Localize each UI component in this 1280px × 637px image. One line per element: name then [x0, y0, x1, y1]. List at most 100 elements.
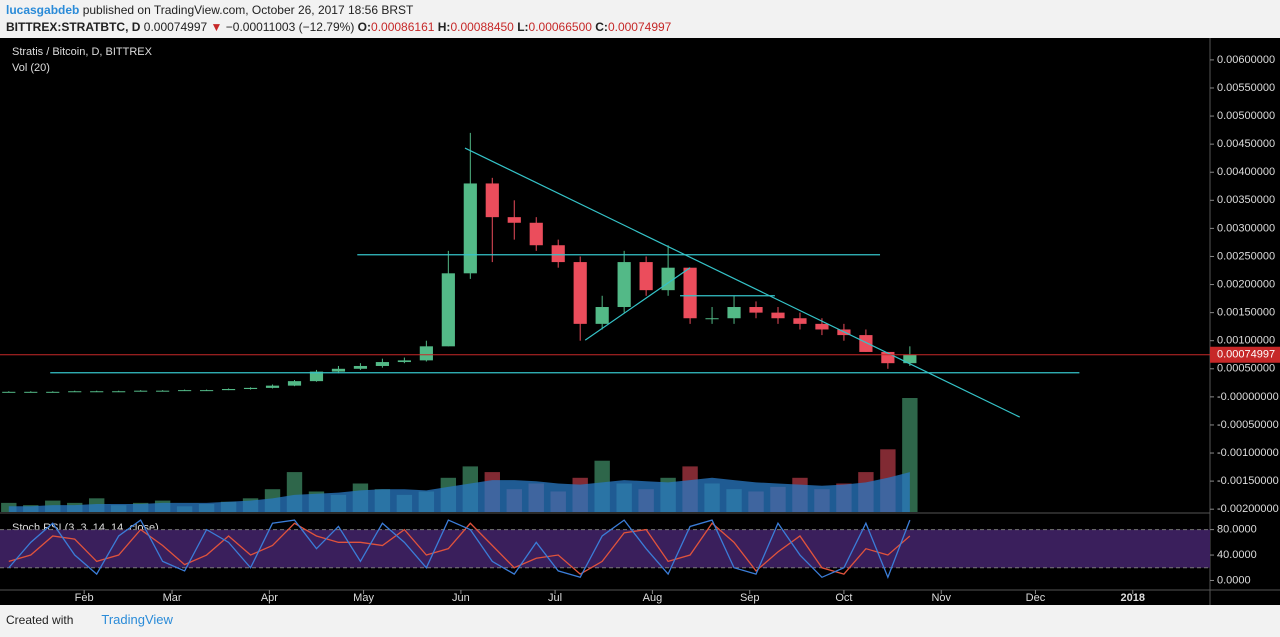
header-line-1: lucasgabdeb published on TradingView.com… [6, 2, 671, 19]
candle-body [903, 354, 917, 364]
y-tick-label: -0.00000000 [1217, 391, 1279, 403]
y-tick-label: 0.00400000 [1217, 166, 1275, 178]
candle-body [221, 389, 236, 391]
header: lucasgabdeb published on TradingView.com… [6, 2, 671, 36]
candle-body [68, 391, 82, 393]
created: Created with [6, 613, 74, 627]
candle-body [749, 307, 763, 313]
y-tick-label: 0.00600000 [1217, 54, 1275, 66]
x-tick-label: Oct [835, 592, 852, 604]
stoch-band [0, 529, 1210, 568]
candle-body [507, 217, 521, 223]
candle-body [859, 335, 873, 352]
candle-body [287, 381, 302, 386]
candle-body [309, 371, 324, 382]
candle-body [705, 318, 719, 320]
published: published on TradingView.com, October 26… [82, 3, 414, 17]
l-label: L: [517, 20, 529, 34]
volume-ma [8, 472, 910, 512]
x-tick-label: Mar [163, 592, 182, 604]
candle-body [24, 391, 38, 393]
y-tick-label: 0.00050000 [1217, 363, 1275, 375]
header-line-2: BITTREX:STRATBTC, D 0.00074997 ▼ −0.0001… [6, 19, 671, 36]
y-tick-label: 0.00550000 [1217, 82, 1275, 94]
h: 0.00088450 [450, 20, 514, 34]
y-tick-label: 0.00150000 [1217, 307, 1275, 319]
x-tick-label: Nov [931, 592, 951, 604]
last-price-label: 0.00074997 [1217, 349, 1275, 361]
candle-body [485, 183, 499, 218]
x-tick-label: Jun [452, 592, 470, 604]
change: −0.00011003 (−12.79%) [225, 20, 355, 34]
arrow: ▼ [210, 20, 223, 34]
candle-body [727, 307, 741, 319]
x-tick-label: May [353, 592, 374, 604]
l: 0.00066500 [528, 20, 592, 34]
stoch-tick-label: 40.0000 [1217, 549, 1257, 561]
o: 0.00086161 [371, 20, 435, 34]
candle-body [881, 351, 895, 364]
candle-body [419, 346, 433, 361]
candle-body [331, 368, 346, 372]
c-label: C: [595, 20, 608, 34]
y-tick-label: 0.00450000 [1217, 138, 1275, 150]
candle-body [90, 391, 104, 393]
y-tick-label: 0.00300000 [1217, 222, 1275, 234]
candle-body [617, 262, 631, 308]
x-tick-label: 2018 [1121, 592, 1145, 604]
x-tick-label: Sep [740, 592, 760, 604]
candle-body [353, 365, 368, 369]
candle-body [2, 391, 16, 393]
candle-body [771, 312, 785, 319]
candle-body [683, 267, 697, 319]
candle-body [573, 262, 587, 324]
symbol: BITTREX:STRATBTC, D [6, 20, 141, 34]
candle-body [265, 385, 280, 388]
candle-body [639, 262, 653, 291]
x-tick-label: Feb [75, 592, 94, 604]
candle-body [112, 391, 126, 393]
stoch-k [8, 519, 911, 580]
last-price-box [1210, 346, 1280, 363]
x-tick-label: Jul [548, 592, 562, 604]
chart: Stratis / Bitcoin, D, BITTREX Vol (20) S… [0, 38, 1280, 605]
y-tick-label: 0.00250000 [1217, 250, 1275, 262]
background [0, 38, 1280, 605]
trend-line [584, 267, 691, 341]
author[interactable]: lucasgabdeb [6, 3, 80, 17]
candle-body [441, 273, 455, 347]
x-tick-label: Aug [643, 592, 663, 604]
stoch-d [8, 522, 911, 575]
y-tick-label: -0.00200000 [1217, 503, 1279, 515]
y-tick-label: 0.00100000 [1217, 335, 1275, 347]
candle-body [375, 362, 389, 366]
stoch-tick-label: 0.0000 [1217, 574, 1251, 586]
y-tick-label: -0.00050000 [1217, 419, 1279, 431]
candle-body [463, 183, 477, 274]
y-tick-label: -0.00150000 [1217, 475, 1279, 487]
last: 0.00074997 [143, 20, 208, 34]
candle-body [46, 391, 60, 393]
y-tick-label: 0.00350000 [1217, 194, 1275, 206]
candle-body [178, 390, 192, 392]
x-tick-label: Apr [261, 592, 278, 604]
y-tick-label: 0.00200000 [1217, 278, 1275, 290]
c: 0.00074997 [607, 20, 672, 34]
o-label: O: [357, 20, 372, 34]
x-tick-label: Dec [1026, 592, 1046, 604]
candle-body [815, 323, 829, 330]
candle-body [551, 245, 565, 263]
y-tick-label: 0.00500000 [1217, 110, 1275, 122]
chart-title: Stratis / Bitcoin, D, BITTREX [12, 46, 153, 58]
candle-body [243, 387, 258, 390]
candle-body [134, 390, 148, 392]
candle-body [529, 222, 543, 246]
h-label: H: [437, 20, 451, 34]
candle-body [156, 390, 170, 392]
volume-title: Vol (20) [12, 62, 50, 74]
candle-body [793, 318, 807, 324]
stoch-tick-label: 80.0000 [1217, 524, 1257, 536]
candle-body [397, 360, 411, 363]
brand[interactable]: TradingView [101, 612, 173, 627]
